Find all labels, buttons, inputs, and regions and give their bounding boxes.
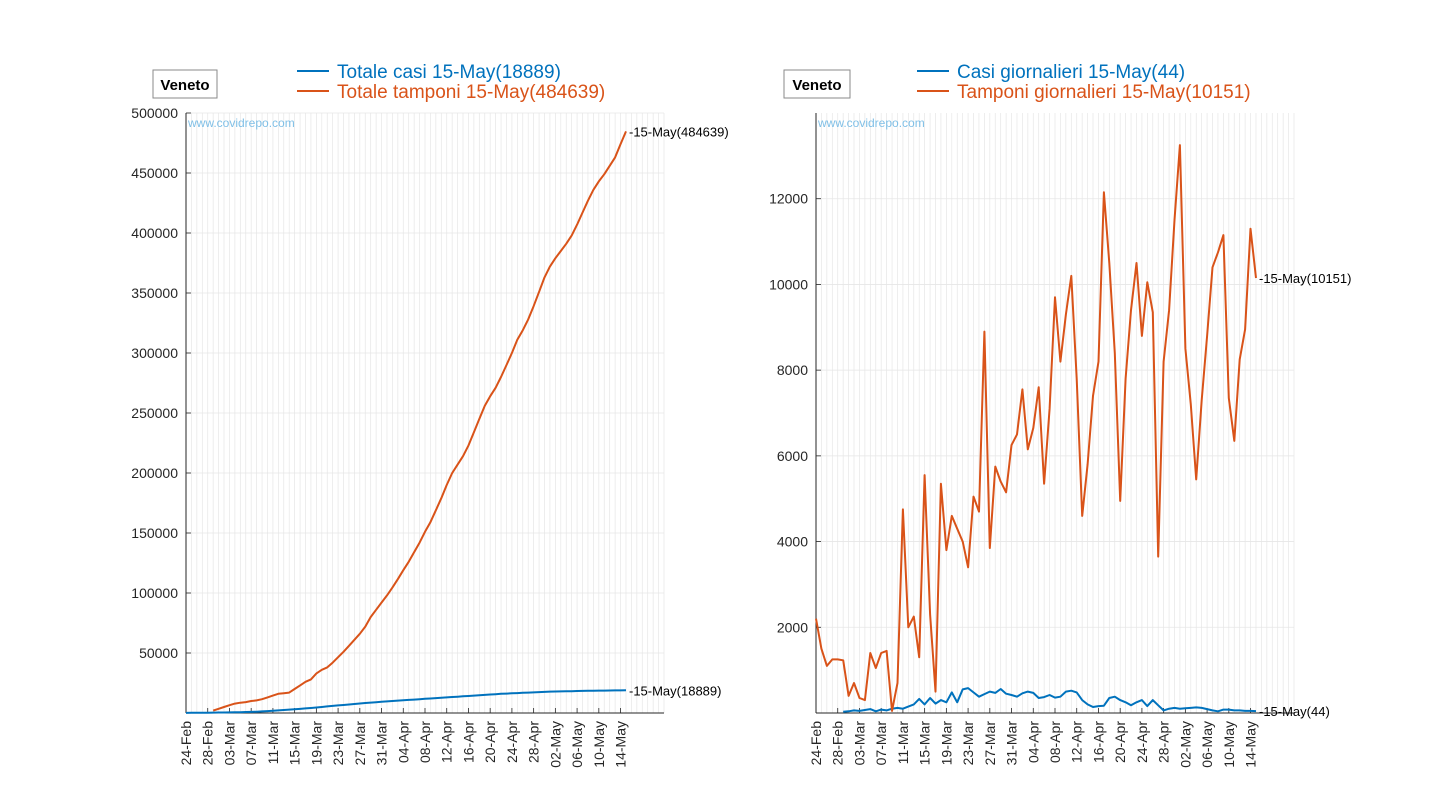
y-tick-label: 350000 (131, 285, 178, 301)
series-end-label: -15-May(18889) (629, 683, 722, 698)
y-tick-label: 150000 (131, 525, 178, 541)
y-tick-label: 400000 (131, 225, 178, 241)
series-end-label: -15-May(484639) (629, 124, 729, 139)
x-tick-label: 31-Mar (1004, 721, 1020, 766)
x-tick-label: 28-Apr (526, 721, 542, 763)
x-tick-label: 06-May (1199, 721, 1215, 768)
x-tick-label: 23-Mar (960, 721, 976, 766)
y-tick-label: 6000 (777, 448, 808, 464)
x-tick-label: 11-Mar (895, 721, 911, 765)
legend-entry: Tamponi giornalieri 15-May(10151) (957, 82, 1251, 103)
y-tick-label: 10000 (769, 276, 808, 292)
y-tick-label: 100000 (131, 585, 178, 601)
y-tick-label: 50000 (139, 645, 178, 661)
x-tick-label: 31-Mar (374, 721, 390, 766)
series-line-1 (185, 689, 627, 714)
y-tick-label: 8000 (777, 362, 808, 378)
x-tick-label: 12-Apr (439, 721, 455, 763)
x-tick-label: 15-Mar (287, 721, 303, 766)
legend-entry: Totale tamponi 15-May(484639) (337, 82, 605, 103)
x-tick-label: 27-Mar (352, 721, 368, 766)
x-tick-label: 20-Apr (482, 721, 498, 763)
region-label-box (783, 69, 851, 99)
y-tick-label: 2000 (777, 619, 808, 635)
x-tick-label: 28-Feb (200, 721, 216, 766)
x-tick-label: 24-Feb (178, 721, 194, 766)
y-tick-label: 300000 (131, 345, 178, 361)
x-tick-label: 02-May (547, 721, 563, 768)
y-tick-label: 4000 (777, 534, 808, 550)
end-label-text: 15-May(484639) (633, 124, 728, 139)
x-tick-label: 28-Feb (830, 721, 846, 766)
x-tick-label: 16-Apr (460, 721, 476, 763)
region-label: Veneto (160, 77, 209, 94)
x-tick-label: 16-Apr (1090, 721, 1106, 763)
x-tick-label: 07-Mar (873, 721, 889, 766)
legend-entry: Totale casi 15-May(18889) (337, 62, 561, 83)
watermark-text: www.covidrepo.com (817, 116, 925, 130)
chart-panel-2: 2000 4000 6000 8000 10000 12000 24-Feb 28-Feb 03… (769, 62, 1351, 768)
y-tick-label: 12000 (769, 191, 808, 207)
chart-panel-1: 50000 100000 150000 200000 250000 300000 35000… (131, 62, 728, 768)
series-end-label: -15-May(44) (1259, 704, 1330, 719)
end-label-text: 15-May(18889) (633, 683, 721, 698)
legend-entry: Casi giornalieri 15-May(44) (957, 62, 1185, 83)
x-tick-label: 11-Mar (265, 721, 281, 765)
region-label: Veneto (792, 77, 841, 94)
x-tick-label: 08-Apr (1047, 721, 1063, 763)
y-tick-label: 450000 (131, 165, 178, 181)
x-tick-label: 10-May (1221, 721, 1237, 768)
x-tick-label: 03-Mar (221, 721, 237, 766)
end-label-dash: - (629, 124, 633, 139)
x-tick-label: 12-Apr (1069, 721, 1085, 763)
x-tick-label: 08-Apr (417, 721, 433, 763)
end-label-dash: - (1259, 271, 1263, 286)
y-tick-label: 500000 (131, 105, 178, 121)
x-tick-label: 24-Feb (808, 721, 824, 766)
series-line-2 (815, 144, 1257, 712)
x-tick-label: 27-Mar (982, 721, 998, 766)
x-tick-label: 02-May (1177, 721, 1193, 768)
x-tick-label: 19-Mar (938, 721, 954, 766)
end-label-dash: - (1259, 704, 1263, 719)
x-tick-label: 23-Mar (330, 721, 346, 766)
end-label-dash: - (629, 683, 633, 698)
x-tick-label: 04-Apr (1025, 721, 1041, 763)
x-tick-label: 14-May (1243, 721, 1259, 768)
x-tick-label: 07-Mar (243, 721, 259, 766)
x-tick-label: 06-May (569, 721, 585, 768)
x-tick-label: 04-Apr (395, 721, 411, 763)
series-line-2 (212, 131, 627, 712)
x-tick-label: 03-Mar (851, 721, 867, 766)
x-tick-label: 14-May (613, 721, 629, 768)
x-tick-label: 15-Mar (917, 721, 933, 766)
watermark-text: www.covidrepo.com (187, 116, 295, 130)
y-tick-label: 250000 (131, 405, 178, 421)
x-tick-label: 20-Apr (1112, 721, 1128, 763)
region-label-box (152, 69, 218, 99)
x-tick-label: 28-Apr (1156, 721, 1172, 763)
y-tick-label: 200000 (131, 465, 178, 481)
x-tick-label: 24-Apr (1134, 721, 1150, 763)
end-label-text: 15-May(10151) (1263, 271, 1351, 286)
x-tick-label: 24-Apr (504, 721, 520, 763)
end-label-text: 15-May(44) (1263, 704, 1329, 719)
series-line-1 (843, 687, 1257, 713)
series-end-label: -15-May(10151) (1259, 271, 1352, 286)
x-tick-label: 10-May (591, 721, 607, 768)
x-tick-label: 19-Mar (308, 721, 324, 766)
